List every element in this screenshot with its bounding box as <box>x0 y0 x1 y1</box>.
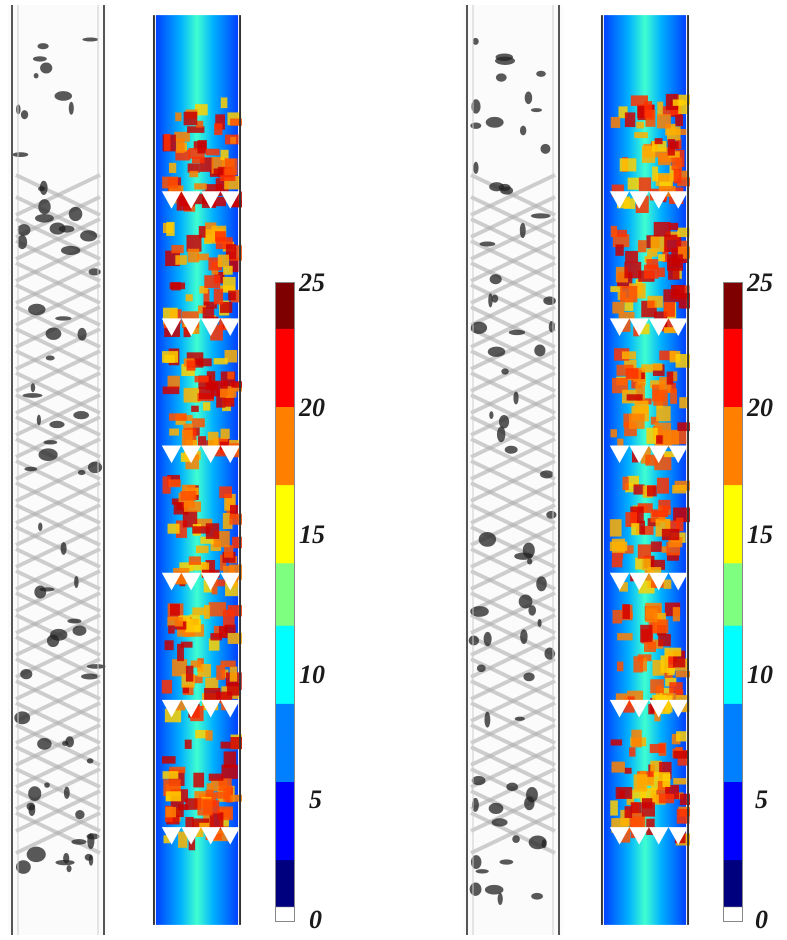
right-photo-panel <box>463 0 568 940</box>
colorbar-left-tick-25: 25 <box>299 268 325 297</box>
colorbar-right-tick-25: 25 <box>747 268 773 297</box>
colorbar-left: 25 20 15 10 5 0 <box>275 270 345 933</box>
colorbar-right-tick-20: 20 <box>747 393 773 422</box>
colorbar-left-tick-20: 20 <box>299 393 325 422</box>
colorbar-left-tick-15: 15 <box>299 520 325 549</box>
colorbar-left-tick-0: 0 <box>309 905 322 934</box>
colorbar-gradient-right <box>723 282 743 922</box>
bubble-photo-left <box>8 5 108 935</box>
colorbar-right-tick-10: 10 <box>747 660 773 689</box>
colorbar-gradient-left <box>275 282 295 922</box>
colorbar-right-tick-0: 0 <box>755 905 768 934</box>
left-photo-panel <box>8 0 113 940</box>
colorbar-right-tick-5: 5 <box>755 785 768 814</box>
left-field-panel <box>150 0 246 940</box>
colorbar-left-tick-5: 5 <box>309 785 322 814</box>
velocity-field-left <box>152 15 242 925</box>
colorbar-left-tick-10: 10 <box>299 660 325 689</box>
bubble-photo-right <box>463 5 563 935</box>
right-field-panel <box>598 0 694 940</box>
colorbar-right-tick-15: 15 <box>747 520 773 549</box>
colorbar-right: 25 20 15 10 5 0 <box>723 270 787 933</box>
velocity-field-right <box>600 15 690 925</box>
